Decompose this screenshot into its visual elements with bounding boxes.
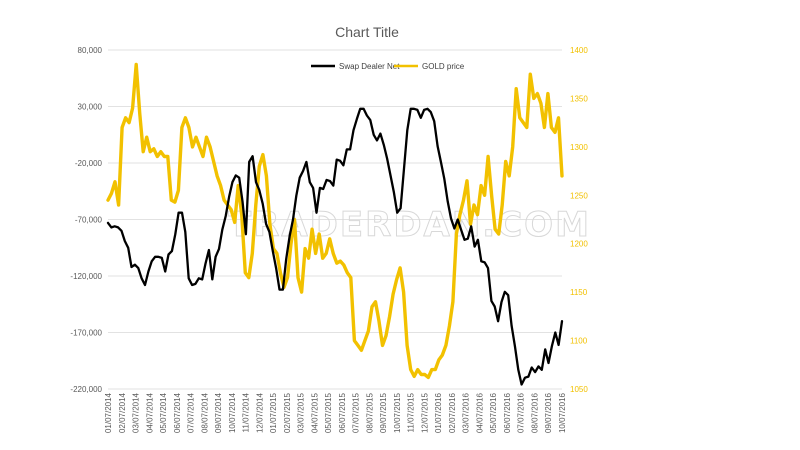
y-right-tick-label: 1250 — [570, 191, 588, 200]
x-tick-label: 07/07/2014 — [187, 392, 196, 433]
x-tick-label: 09/07/2016 — [544, 392, 553, 433]
x-tick-label: 07/07/2015 — [352, 392, 361, 433]
y-right-tick-label: 1050 — [570, 385, 588, 394]
x-tick-label: 12/07/2015 — [420, 392, 429, 433]
y-left-tick-label: -20,000 — [75, 159, 103, 168]
y-left-tick-label: 30,000 — [78, 103, 103, 112]
y-right-tick-label: 1350 — [570, 94, 588, 103]
y-right-tick-label: 1200 — [570, 240, 588, 249]
y-right-tick-label: 1100 — [570, 337, 588, 346]
x-tick-label: 11/07/2015 — [407, 392, 416, 432]
x-tick-label: 10/07/2015 — [393, 392, 402, 433]
x-tick-label: 05/07/2014 — [159, 392, 168, 433]
x-tick-label: 08/07/2014 — [200, 392, 209, 433]
y-right-tick-label: 1150 — [570, 288, 588, 297]
x-tick-label: 04/07/2016 — [475, 392, 484, 433]
y-left-tick-label: -120,000 — [70, 272, 102, 281]
series-line-gold-price — [106, 62, 564, 380]
legend-label-gold-price: GOLD price — [422, 62, 465, 71]
y-axis-left-ticks: 80,000 30,000 -20,000 -70,000 -120,000 -170,0… — [70, 46, 102, 394]
watermark: TRADERDAN.COM — [228, 205, 591, 245]
x-tick-label: 09/07/2014 — [214, 392, 223, 433]
y-right-tick-label: 1400 — [570, 46, 588, 55]
x-tick-label: 07/07/2016 — [517, 392, 526, 433]
y-left-tick-label: -70,000 — [75, 216, 103, 225]
series-line-swap-dealer-net — [106, 107, 564, 386]
x-tick-label: 03/07/2016 — [462, 392, 471, 433]
x-tick-label: 01/07/2016 — [434, 392, 443, 433]
x-tick-label: 08/07/2015 — [365, 392, 374, 433]
x-tick-label: 04/07/2014 — [145, 392, 154, 433]
chart-title: Chart Title — [335, 24, 399, 40]
x-tick-label: 04/07/2015 — [310, 392, 319, 433]
x-tick-label: 06/07/2016 — [503, 392, 512, 433]
y-left-tick-label: -170,000 — [70, 329, 102, 338]
x-tick-label: 01/07/2014 — [104, 392, 113, 433]
x-tick-label: 01/07/2015 — [269, 392, 278, 433]
x-tick-label: 06/07/2015 — [338, 392, 347, 433]
y-left-tick-label: 80,000 — [78, 46, 103, 55]
x-tick-label: 02/07/2016 — [448, 392, 457, 433]
x-tick-label: 08/07/2016 — [530, 392, 539, 433]
x-axis-ticks: 01/07/2014 02/07/2014 03/07/2014 04/07/2014… — [104, 392, 567, 433]
x-tick-label: 10/07/2016 — [558, 392, 567, 433]
legend-label-swap-dealer-net: Swap Dealer Net — [339, 62, 400, 71]
x-tick-label: 02/07/2015 — [283, 392, 292, 433]
x-tick-label: 11/07/2014 — [242, 392, 251, 432]
legend: Swap Dealer Net GOLD price — [311, 62, 465, 71]
x-tick-label: 05/07/2016 — [489, 392, 498, 433]
x-tick-label: 05/07/2015 — [324, 392, 333, 433]
x-tick-label: 03/07/2015 — [297, 392, 306, 433]
x-tick-label: 06/07/2014 — [173, 392, 182, 433]
y-right-tick-label: 1300 — [570, 143, 588, 152]
series-layer — [106, 62, 564, 386]
x-tick-label: 03/07/2014 — [132, 392, 141, 433]
x-tick-label: 09/07/2015 — [379, 392, 388, 433]
x-tick-label: 10/07/2014 — [228, 392, 237, 433]
y-left-tick-label: -220,000 — [70, 385, 102, 394]
x-tick-label: 02/07/2014 — [118, 392, 127, 433]
x-tick-label: 12/07/2014 — [255, 392, 264, 433]
y-axis-right-ticks: 1400 1350 1300 1250 1200 1150 1100 1050 — [570, 46, 588, 394]
